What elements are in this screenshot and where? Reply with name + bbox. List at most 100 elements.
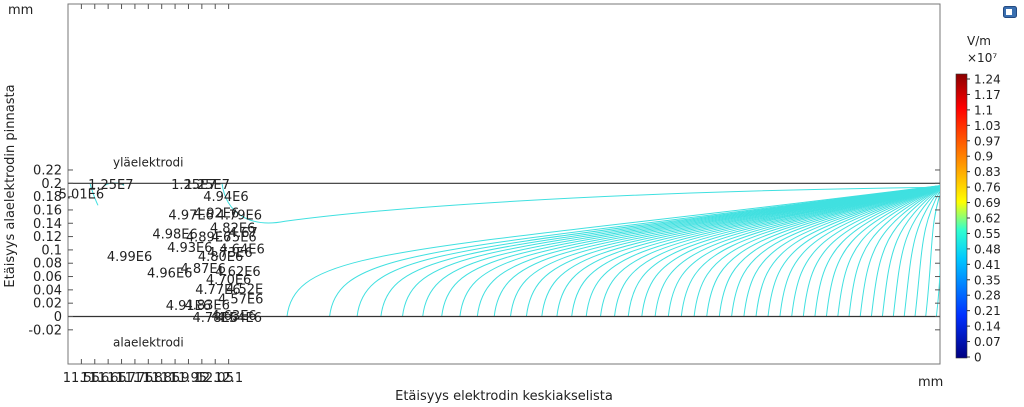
contour-line	[493, 185, 940, 317]
electrode-label: alaelektrodi	[113, 336, 184, 350]
contour-value-label: 4.80E6	[198, 250, 243, 265]
contour-line	[859, 186, 940, 317]
y-tick-label: 0.14	[33, 217, 62, 232]
colorbar-tick-label: 0.55	[974, 227, 1001, 241]
contour-line	[825, 186, 940, 317]
contour-value-label: 4.77E6	[195, 283, 240, 298]
y-tick-label: -0.02	[28, 323, 62, 338]
y-tick-label: 0.06	[33, 270, 62, 285]
contour-value-label: 4.93E6	[167, 241, 212, 256]
colorbar-tick-label: 0.76	[974, 181, 1001, 195]
contour-value-label: 4.63E6	[211, 309, 256, 324]
contour-line	[814, 186, 940, 317]
plot-area	[67, 3, 941, 365]
y-tick-label: 0.22	[33, 163, 62, 178]
colorbar-unit: V/m	[967, 34, 991, 48]
contour-value-label: 4.82E6	[210, 221, 255, 236]
x-tick-label: 11.55	[63, 371, 100, 386]
contour-value-label: 4.73E6	[207, 246, 252, 261]
colorbar-tick-label: 0.48	[974, 242, 1001, 256]
contour-line	[892, 187, 940, 317]
y-tick-label: 0.04	[33, 283, 62, 298]
contour-line	[641, 185, 940, 317]
contour-value-label: 4.64E6	[219, 243, 264, 258]
contour-value-label: 4.57E6	[218, 293, 263, 308]
contour-value-label: 4.52E	[226, 283, 263, 298]
contour-line	[556, 185, 940, 317]
y-axis-ticks: -0.0200.020.040.060.080.10.120.140.160.1…	[28, 163, 940, 338]
colorbar-tick-label: 0.41	[974, 258, 1001, 272]
contour-line	[525, 185, 940, 317]
contour-value-label: 4.54E6	[217, 311, 262, 326]
contour-line	[767, 185, 940, 317]
contour-value-label: 1.25E7	[184, 178, 229, 193]
contour-line	[903, 188, 940, 317]
y-tick-label: 0.12	[33, 230, 62, 245]
contour-line	[89, 183, 99, 206]
contour-line	[755, 185, 940, 317]
contour-line	[731, 185, 940, 317]
contour-value-label: 4.83E6	[184, 299, 229, 314]
contour-line	[221, 183, 940, 224]
contour-value-label: 4.78E6	[193, 311, 238, 326]
contour-line	[402, 185, 940, 317]
colorbar-tick-label: 0	[974, 351, 982, 365]
y-tick-label: 0.1	[41, 243, 62, 258]
contour-value-label: 4.62E6	[215, 265, 260, 280]
contour-line	[476, 185, 940, 317]
contour-line	[459, 185, 940, 317]
colorbar-tick-label: 0.07	[974, 335, 1001, 349]
x-tick-label: 12	[194, 371, 211, 386]
x-axis-title: Etäisyys elektrodin keskiakselista	[395, 389, 613, 404]
contour-line	[943, 185, 950, 316]
contour-line	[585, 185, 940, 317]
contour-value-label: 4.70E6	[206, 273, 251, 288]
contour-value-label: 4.96E6	[147, 267, 192, 282]
contour-line	[779, 185, 940, 317]
contour-line	[600, 185, 940, 317]
colorbar-tick-label: 1.17	[974, 88, 1001, 102]
contour-value-label: 4.87E6	[180, 262, 225, 277]
contour-line	[356, 185, 940, 317]
contour-line	[743, 185, 940, 317]
contour-line	[718, 185, 940, 317]
contour-line	[441, 185, 940, 317]
contour-line	[680, 185, 940, 317]
contour-line	[422, 185, 940, 317]
contour-line	[510, 185, 940, 317]
toolbar-button[interactable]	[1003, 6, 1017, 18]
colorbar-tick-label: 0.21	[974, 304, 1001, 318]
contour-line	[380, 185, 940, 317]
colorbar-tick-label: 0.97	[974, 134, 1001, 148]
contour-line	[925, 192, 940, 317]
y-axis-unit: mm	[8, 3, 33, 18]
contour-line	[627, 185, 940, 317]
contour-value-label: 4.67	[229, 226, 258, 241]
contour-value-label: 4.97E6	[168, 209, 213, 224]
contour-line	[935, 257, 940, 317]
contour-line	[848, 186, 940, 317]
contour-line	[329, 185, 940, 317]
contour-line	[837, 186, 940, 317]
colorbar-tick-label: 1.03	[974, 119, 1001, 133]
contour-line	[914, 189, 940, 317]
colorbar-ticks: 1.241.171.11.030.970.90.830.760.690.620.…	[967, 73, 1001, 365]
x-tick-label: 11.6	[80, 371, 109, 386]
contour-lines	[89, 182, 950, 317]
colorbar-tick-label: 0.83	[974, 165, 1001, 179]
y-tick-label: 0.2	[41, 177, 62, 192]
x-tick-label: 12.05	[197, 371, 234, 386]
contour-value-label: 4.91E6	[166, 299, 211, 314]
x-tick-label: 11.8	[134, 371, 163, 386]
contour-line	[541, 185, 940, 317]
contour-value-label: 4.79E6	[217, 209, 262, 224]
contour-line	[654, 185, 940, 317]
contour-value-label: 4.94E6	[203, 190, 248, 205]
x-tick-label: 11.9	[161, 371, 190, 386]
colorbar-tick-label: 0.35	[974, 273, 1001, 287]
y-tick-label: 0	[54, 310, 62, 325]
y-tick-label: 0.08	[33, 257, 62, 272]
colorbar-tick-label: 0.9	[974, 150, 993, 164]
